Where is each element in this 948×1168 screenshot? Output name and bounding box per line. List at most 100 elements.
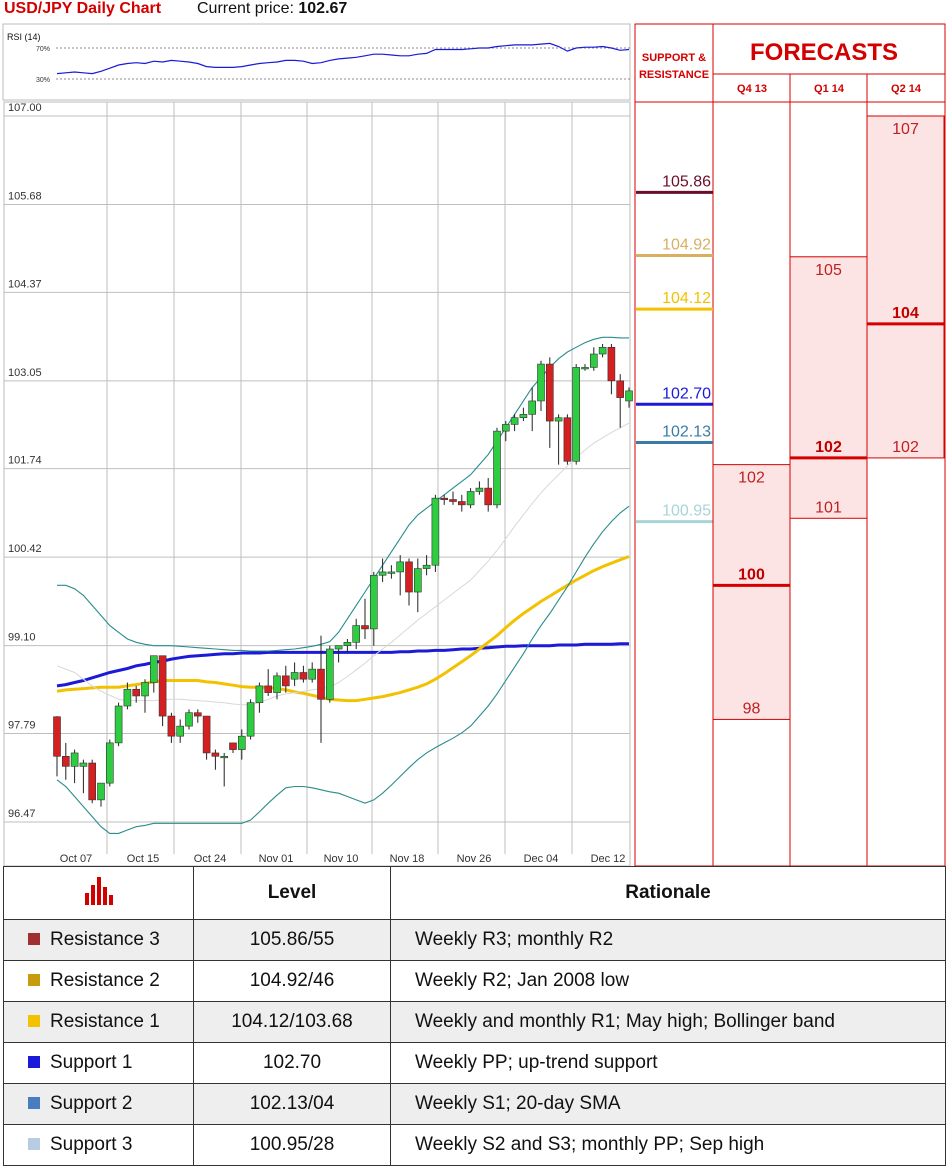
rsi-level-high: 70%: [36, 46, 50, 53]
candle-body: [528, 400, 537, 415]
forecast-range: [712, 464, 791, 720]
rsi-line: [56, 42, 630, 75]
forecast-mid: 102: [815, 439, 842, 456]
candle-body: [158, 655, 167, 717]
candle-body: [132, 688, 140, 697]
candle-body: [150, 655, 158, 683]
level-value: 104.12/103.68: [193, 1001, 391, 1043]
table-row: Resistance 2 104.92/46 Weekly R2; Jan 2008…: [3, 960, 946, 1002]
plot-border: [3, 101, 631, 866]
candle-body: [475, 487, 484, 492]
current-price-value: 102.67: [298, 0, 348, 17]
table-row: Support 2 102.13/04 Weekly S1; 20-day SMA: [3, 1083, 946, 1125]
table-row: Resistance 1 104.12/103.68 Weekly and mont…: [3, 1001, 946, 1043]
candle-body: [299, 672, 308, 680]
sr-title-line1: SUPPORT &: [642, 52, 706, 64]
levels-table-grid: Level Rationale Resistance 3 105.86/55 Wee…: [3, 866, 946, 1166]
y-axis-ticks: 107.00 105.68 104.37 103.05 101.74 100.42 99.1…: [8, 102, 42, 820]
level-color-swatch: [28, 1096, 40, 1109]
chart-title: USD/JPY Daily Chart: [4, 0, 162, 17]
table-header-row: Level Rationale: [3, 866, 946, 920]
candle-body: [369, 574, 378, 630]
candle-body: [405, 561, 413, 593]
forecasts-title: FORECASTS: [750, 39, 898, 66]
sr-level-label: 105.86: [662, 173, 711, 190]
candle-body: [449, 499, 457, 502]
level-value: 102.70: [193, 1042, 391, 1084]
candle-body: [581, 367, 589, 370]
forecast-low: 98: [743, 700, 761, 717]
candle-body: [325, 648, 334, 700]
candle-body: [238, 735, 246, 750]
level-name: Resistance 2: [50, 970, 160, 991]
level-rationale: Weekly S1; 20-day SMA: [390, 1083, 946, 1125]
sr-level-label: 102.70: [662, 385, 711, 402]
forecast-range: [866, 115, 945, 459]
candle-body: [211, 752, 220, 757]
candle-body: [70, 752, 79, 767]
current-price-label: Current price:: [197, 0, 299, 17]
x-tick-label: Nov 18: [390, 853, 425, 865]
quarter-label: Q4 13: [737, 83, 767, 95]
level-name: Support 2: [50, 1093, 133, 1114]
candle-body: [141, 682, 149, 697]
y-tick-label: 96.47: [8, 808, 36, 820]
sr-levels: 105.86 104.92 104.12 102.70 102.13 100.95: [636, 173, 713, 524]
candle-body: [413, 568, 422, 593]
level-rationale: Weekly S2 and S3; monthly PP; Sep high: [390, 1124, 946, 1166]
sr-level-label: 100.95: [662, 503, 711, 520]
candle-body: [290, 672, 299, 680]
candle-body: [114, 705, 123, 744]
x-tick-label: Nov 10: [324, 853, 359, 865]
current-price: Current price: 102.67: [197, 0, 347, 18]
x-tick-label: Nov 01: [259, 853, 294, 865]
candle-body: [387, 571, 396, 574]
candle-body: [484, 487, 493, 506]
forecast-ranges: 102 100 98 105 102 101 107 104 102: [712, 115, 945, 720]
candle-body: [220, 755, 228, 759]
forecast-mid: 100: [738, 566, 765, 583]
level-color-swatch: [28, 932, 40, 945]
candle-body: [185, 712, 193, 727]
bar-chart-icon: [84, 877, 113, 905]
level-name: Support 1: [50, 1052, 133, 1073]
candle-body: [106, 742, 114, 784]
candle-body: [255, 685, 264, 703]
candle-body: [563, 417, 572, 462]
y-tick-label: 105.68: [8, 191, 42, 203]
level-color-swatch: [28, 1055, 40, 1068]
table-row: Support 3 100.95/28 Weekly S2 and S3; mont…: [3, 1124, 946, 1166]
y-tick-label: 101.74: [8, 455, 42, 467]
level-name: Resistance 3: [50, 929, 160, 950]
candle-body: [457, 501, 466, 506]
rsi-level-low: 30%: [36, 77, 50, 84]
candle-body: [334, 645, 343, 650]
candle-body: [361, 625, 369, 630]
candle-body: [202, 715, 211, 754]
quarter-label: Q2 14: [891, 83, 922, 95]
x-tick-label: Dec 04: [524, 853, 559, 865]
series-line: [56, 505, 630, 834]
candle-body: [440, 497, 449, 500]
level-name-cell: Resistance 2: [3, 960, 194, 1002]
candle-body: [317, 668, 325, 700]
candle-body: [123, 688, 132, 707]
forecast-low: 101: [815, 499, 842, 516]
candle-body: [176, 725, 184, 737]
level-name-cell: Support 3: [3, 1124, 194, 1166]
forecast-range: [789, 256, 868, 519]
x-tick-label: Nov 26: [457, 853, 492, 865]
table-header-rationale: Rationale: [390, 866, 946, 920]
forecast-panel: SUPPORT & RESISTANCE FORECASTS Q4 13 Q1 …: [634, 23, 946, 866]
table-row: Resistance 3 105.86/55 Weekly R3; monthly …: [3, 919, 946, 961]
candle-body: [281, 675, 290, 687]
candle-body: [493, 430, 501, 506]
table-row: Support 1 102.70 Weekly PP; up-trend suppo…: [3, 1042, 946, 1084]
candle-body: [589, 353, 598, 368]
candle-body: [194, 712, 202, 717]
x-tick-label: Oct 07: [60, 853, 92, 865]
level-value: 105.86/55: [193, 919, 391, 961]
table-header-level: Level: [193, 866, 391, 920]
chart-header: USD/JPY Daily Chart Current price: 102.6…: [0, 0, 630, 24]
level-name: Resistance 1: [50, 1011, 160, 1032]
